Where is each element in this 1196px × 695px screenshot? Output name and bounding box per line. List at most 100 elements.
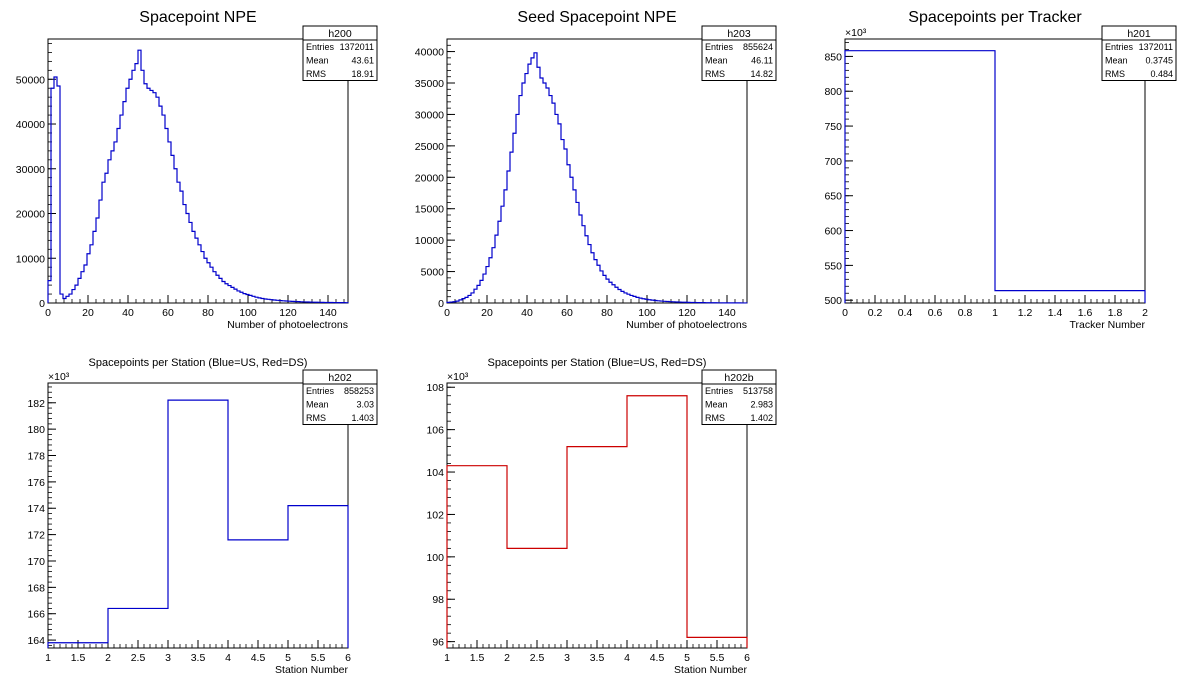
x-tick-label: 100 bbox=[239, 307, 257, 319]
x-tick-label: 3 bbox=[564, 652, 570, 664]
stats-box-key: Mean bbox=[705, 56, 728, 66]
stats-box-name: h201 bbox=[1127, 28, 1151, 40]
y-tick-label: 182 bbox=[27, 398, 45, 410]
x-tick-label: 1.6 bbox=[1078, 307, 1093, 319]
y-tick-label: 650 bbox=[824, 191, 842, 203]
x-axis-label: Tracker Number bbox=[1070, 319, 1146, 331]
y-tick-label: 168 bbox=[27, 582, 45, 594]
x-tick-label: 20 bbox=[481, 307, 493, 319]
y-tick-label: 164 bbox=[27, 635, 45, 647]
x-tick-label: 20 bbox=[82, 307, 94, 319]
y-tick-label: 96 bbox=[432, 637, 444, 649]
y-tick-label: 40000 bbox=[415, 47, 444, 59]
stats-box-key: RMS bbox=[306, 413, 326, 423]
x-tick-label: 80 bbox=[601, 307, 613, 319]
stats-box: h203 Entries 855624 Mean 46.11 RMS 14.82 bbox=[701, 25, 777, 81]
x-tick-label: 3 bbox=[165, 652, 171, 664]
x-tick-label: 120 bbox=[279, 307, 297, 319]
y-tick-label: 15000 bbox=[415, 204, 444, 216]
y-tick-label: 30000 bbox=[16, 164, 45, 176]
y-tick-label: 100 bbox=[426, 552, 444, 564]
stats-box-value: 513758 bbox=[743, 386, 773, 396]
y-tick-label: 40000 bbox=[16, 119, 45, 131]
histogram-step-line bbox=[844, 50, 1146, 303]
stats-box-value: 1.402 bbox=[750, 413, 773, 423]
chart-title: Spacepoints per Station (Blue=US, Red=DS… bbox=[488, 357, 707, 369]
y-multiplier-label: ×10³ bbox=[845, 27, 867, 39]
x-axis-label: Number of photoelectrons bbox=[227, 319, 348, 331]
x-axis-label: Station Number bbox=[674, 664, 747, 676]
stats-box-value: 3.03 bbox=[356, 400, 374, 410]
x-tick-label: 0.2 bbox=[868, 307, 883, 319]
stats-box: h200 Entries 1372011 Mean 43.61 RMS 18.91 bbox=[302, 25, 378, 81]
y-tick-label: 180 bbox=[27, 424, 45, 436]
y-tick-label: 10000 bbox=[16, 253, 45, 265]
x-tick-label: 1 bbox=[444, 652, 450, 664]
stats-box-value: 2.983 bbox=[750, 400, 773, 410]
x-tick-label: 2 bbox=[105, 652, 111, 664]
x-tick-label: 4 bbox=[225, 652, 231, 664]
x-tick-label: 4.5 bbox=[650, 652, 665, 664]
x-axis-label: Station Number bbox=[275, 664, 348, 676]
histogram-step-line bbox=[47, 49, 349, 304]
y-tick-label: 750 bbox=[824, 121, 842, 133]
stats-box-name: h200 bbox=[328, 28, 352, 40]
x-tick-label: 0 bbox=[842, 307, 848, 319]
x-tick-label: 2.5 bbox=[530, 652, 545, 664]
y-tick-label: 600 bbox=[824, 226, 842, 238]
y-tick-label: 178 bbox=[27, 451, 45, 463]
y-tick-label: 102 bbox=[426, 509, 444, 521]
y-tick-label: 108 bbox=[426, 382, 444, 394]
y-tick-label: 106 bbox=[426, 425, 444, 437]
y-tick-label: 172 bbox=[27, 530, 45, 542]
x-tick-label: 0.8 bbox=[958, 307, 973, 319]
stats-box-value: 14.82 bbox=[750, 69, 773, 79]
stats-box-value: 43.61 bbox=[351, 56, 374, 66]
y-tick-label: 98 bbox=[432, 594, 444, 606]
x-tick-label: 0 bbox=[45, 307, 51, 319]
stats-box-value: 0.3745 bbox=[1145, 56, 1173, 66]
stats-box-name: h203 bbox=[727, 28, 751, 40]
x-tick-label: 2 bbox=[504, 652, 510, 664]
histogram-step-line bbox=[446, 395, 748, 648]
chart-title: Spacepoints per Tracker bbox=[908, 9, 1082, 26]
stats-box-key: Entries bbox=[306, 42, 335, 52]
x-tick-label: 5 bbox=[684, 652, 690, 664]
histogram-step-line bbox=[446, 52, 748, 304]
x-tick-label: 2 bbox=[1142, 307, 1148, 319]
x-tick-label: 2.5 bbox=[131, 652, 146, 664]
x-tick-label: 1.5 bbox=[71, 652, 86, 664]
x-tick-label: 1.4 bbox=[1048, 307, 1063, 319]
stats-box-value: 1372011 bbox=[1139, 42, 1173, 52]
y-tick-label: 0 bbox=[438, 298, 444, 310]
y-multiplier-label: ×10³ bbox=[447, 371, 469, 383]
x-tick-label: 120 bbox=[678, 307, 696, 319]
chart-title: Spacepoint NPE bbox=[139, 9, 256, 26]
stats-box-value: 1.403 bbox=[351, 413, 374, 423]
y-tick-label: 50000 bbox=[16, 74, 45, 86]
y-tick-label: 104 bbox=[426, 467, 444, 479]
stats-box-key: RMS bbox=[306, 69, 326, 79]
stats-box-key: Mean bbox=[306, 56, 329, 66]
x-tick-label: 1.2 bbox=[1018, 307, 1033, 319]
stats-box-value: 855624 bbox=[743, 42, 773, 52]
y-tick-label: 30000 bbox=[415, 109, 444, 121]
stats-box-key: Mean bbox=[1105, 56, 1128, 66]
histogram-step-line bbox=[47, 399, 349, 648]
stats-box-frame bbox=[701, 25, 777, 81]
x-tick-label: 0.4 bbox=[898, 307, 913, 319]
x-tick-label: 60 bbox=[162, 307, 174, 319]
y-tick-label: 700 bbox=[824, 156, 842, 168]
x-axis-label: Number of photoelectrons bbox=[626, 319, 747, 331]
y-tick-label: 170 bbox=[27, 556, 45, 568]
stats-box-value: 0.484 bbox=[1150, 69, 1173, 79]
x-tick-label: 4 bbox=[624, 652, 630, 664]
stats-box-key: Mean bbox=[306, 400, 329, 410]
y-tick-label: 10000 bbox=[415, 235, 444, 247]
y-tick-label: 500 bbox=[824, 295, 842, 307]
stats-box: h202 Entries 858253 Mean 3.03 RMS 1.403 bbox=[302, 369, 378, 425]
chart-title: Seed Spacepoint NPE bbox=[517, 9, 676, 26]
y-tick-label: 550 bbox=[824, 260, 842, 272]
x-tick-label: 140 bbox=[718, 307, 736, 319]
